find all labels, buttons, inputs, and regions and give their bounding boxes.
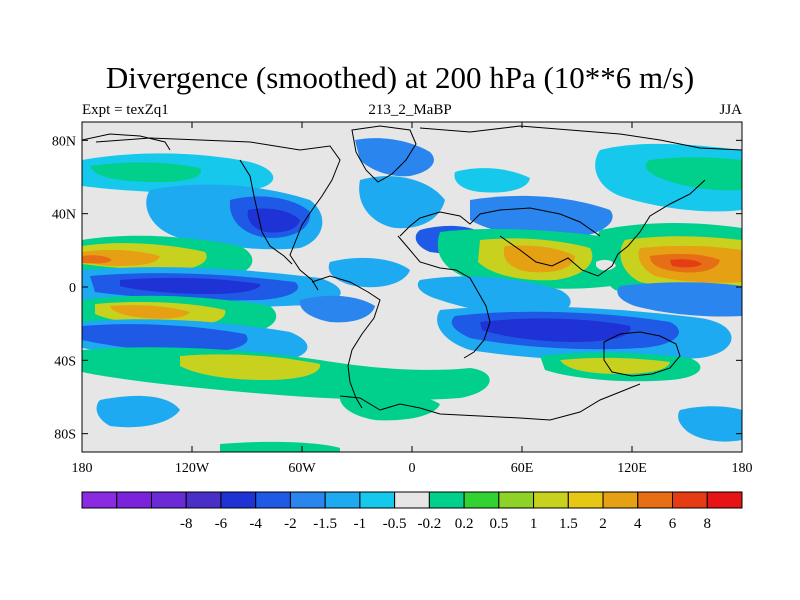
colorbar-label: -4 (249, 516, 262, 532)
contour-band (220, 441, 340, 452)
contour-band (90, 162, 201, 182)
contour-band (96, 395, 180, 428)
contour-band (678, 406, 742, 442)
colorbar-label: -8 (180, 516, 193, 532)
lon-tick-label: 60E (511, 461, 534, 476)
colorbar-swatch (533, 491, 569, 509)
lat-tick-label: 40S (54, 354, 76, 369)
colorbar-label: 1 (530, 516, 538, 532)
contour-band (120, 277, 261, 294)
colorbar-swatch (185, 491, 222, 509)
colorbar-swatch (150, 491, 187, 509)
contour-band (645, 157, 742, 191)
lat-tick-label: 80N (52, 134, 76, 149)
lon-tick-label: 180 (72, 461, 93, 476)
coastline-australia (603, 331, 681, 377)
coastline-eurasia (419, 125, 742, 151)
contour-band (328, 257, 410, 288)
coastline-africa (397, 235, 491, 359)
lat-tick-label: 80S (54, 428, 76, 443)
coastline-greenland (351, 125, 417, 183)
coastline-north-america (95, 137, 341, 291)
latitude-axis: 80N 40N 0 40S 80S (52, 134, 742, 443)
colorbar-swatch (359, 491, 396, 509)
contour-band (480, 318, 631, 342)
contour-band (417, 276, 571, 317)
coastline-south-america (311, 275, 381, 409)
experiment-label: Expt = texZq1 (82, 102, 169, 118)
colorbar-swatch (428, 491, 465, 509)
colorbar-swatch (498, 491, 535, 509)
contour-band (180, 354, 321, 380)
contour-band (617, 282, 742, 317)
colorbar-swatch (672, 491, 708, 509)
colorbar-swatch (706, 491, 743, 509)
colorbar-swatch (81, 491, 118, 509)
colorbar-label: 0.5 (489, 516, 508, 532)
colorbar-label: 8 (704, 516, 712, 532)
colorbar-swatch (463, 491, 500, 509)
lon-tick-label: 120E (617, 461, 647, 476)
lat-tick-label: 40N (52, 208, 76, 223)
lon-tick-label: 120W (175, 461, 210, 476)
contour-band (82, 255, 112, 264)
lon-tick-label: 180 (732, 461, 753, 476)
lon-tick-label: 60W (288, 461, 316, 476)
colorbar-label: -1 (354, 516, 367, 532)
colorbar-swatch (324, 491, 361, 509)
colorbar-label: -2 (284, 516, 297, 532)
coastline-alaska (82, 133, 171, 151)
colorbar-label: -1.5 (313, 516, 337, 532)
colorbar-label: -0.2 (417, 516, 441, 532)
run-id-label: 213_2_MaBP (368, 102, 452, 118)
colorbar-label: 2 (599, 516, 607, 532)
colorbar-swatch (116, 491, 152, 509)
plot-title: Divergence (smoothed) at 200 hPa (10**6 … (105, 60, 695, 95)
colorbar-label: 0.2 (455, 516, 474, 532)
colorbar-swatch (220, 491, 257, 509)
coastline-antarctica (339, 383, 641, 421)
colorbar-label: 1.5 (559, 516, 578, 532)
coastline-south-asia (499, 179, 706, 277)
contour-band (82, 324, 248, 352)
colorbar-swatch (637, 491, 674, 509)
contour-band (454, 168, 530, 193)
contour-band (339, 391, 440, 421)
colorbar-swatch (255, 491, 291, 509)
colorbar-swatch (567, 491, 604, 509)
contour-band (110, 305, 190, 319)
season-label: JJA (719, 102, 742, 118)
colorbar: -8 -6 -4 -2 -1.5 -1 -0.5 -0.2 0.2 0.5 1 1.5 2 4 6 8 (81, 491, 743, 532)
coastlines (82, 125, 742, 421)
colorbar-label: -6 (215, 516, 228, 532)
contour-band (596, 259, 616, 271)
colorbar-swatch (602, 491, 639, 509)
contour-band (670, 259, 702, 268)
colorbar-swatch (289, 491, 326, 509)
divergence-field (82, 138, 742, 452)
lat-tick-label: 0 (69, 281, 76, 296)
coastline-us-west (239, 159, 293, 265)
longitude-axis: 180 120W 60W 0 60E 120E 180 (72, 122, 753, 476)
contour-band (470, 195, 613, 239)
colorbar-swatch (394, 491, 430, 509)
colorbar-label: 4 (634, 516, 642, 532)
contour-band (503, 245, 575, 273)
coastline-europe (399, 207, 601, 237)
colorbar-label: -0.5 (383, 516, 407, 532)
contour-band (560, 357, 670, 374)
contour-band (359, 176, 445, 229)
contour-band (299, 295, 375, 323)
colorbar-label: 6 (669, 516, 677, 532)
lon-tick-label: 0 (409, 461, 416, 476)
